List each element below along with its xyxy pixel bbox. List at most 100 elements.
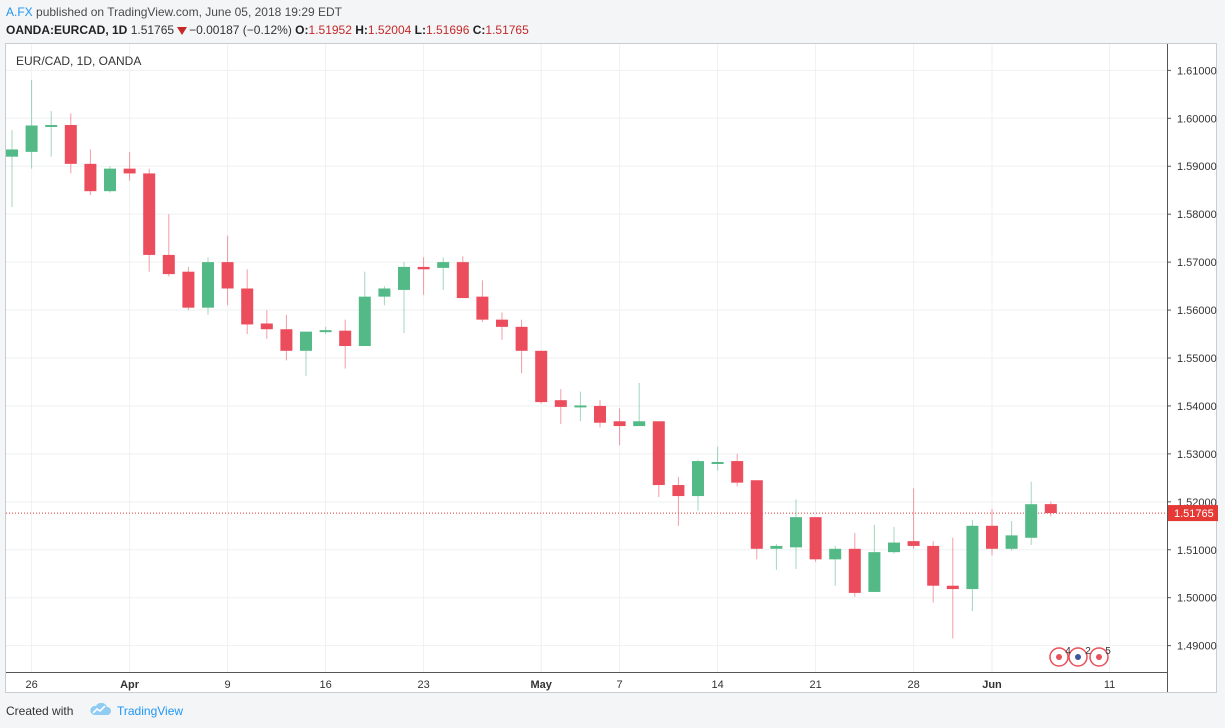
y-tick-label: 1.61000	[1177, 65, 1217, 77]
candle-body-down	[476, 296, 489, 320]
y-tick-label: 1.49000	[1177, 641, 1217, 653]
y-tick-label: 1.50000	[1177, 593, 1217, 605]
candle-body-up	[711, 461, 724, 464]
candle-body-down	[554, 400, 567, 407]
y-tick-label: 1.55000	[1177, 353, 1217, 365]
candle-body-down	[927, 545, 940, 586]
y-tick-label: 1.58000	[1177, 209, 1217, 221]
candle-body-up	[378, 288, 391, 297]
event-marker-icon	[1068, 647, 1088, 667]
chart-title: EUR/CAD, 1D, OANDA	[16, 54, 142, 68]
tradingview-brand-link[interactable]: TradingView	[117, 704, 184, 718]
event-count-label: 4	[1065, 646, 1071, 657]
candle-body-down	[946, 585, 959, 590]
candle-body-up	[25, 125, 38, 152]
candle-body-up	[45, 124, 58, 127]
y-tick-label: 1.59000	[1177, 161, 1217, 173]
candle-body-down	[260, 323, 273, 330]
candle-body-down	[182, 271, 195, 308]
candle-body-down	[84, 163, 97, 192]
open-value: 1.51952	[308, 23, 352, 37]
symbol-ohlc-row: OANDA:EURCAD, 1D 1.51765 −0.00187 (−0.12%…	[6, 23, 529, 37]
candle-body-down	[613, 421, 626, 427]
x-tick-label: May	[530, 679, 552, 691]
candle-body-up	[6, 149, 18, 157]
x-tick-label: 7	[617, 679, 623, 691]
candle-body-down	[848, 548, 861, 593]
candle-body-up	[633, 421, 646, 427]
candle-body-up	[790, 517, 802, 548]
candle-body-down	[456, 262, 469, 299]
candle-body-up	[398, 266, 410, 290]
candle-body-up	[692, 461, 704, 497]
y-tick-label: 1.60000	[1177, 113, 1217, 125]
tradingview-cloud-icon	[90, 702, 111, 715]
candle-body-up	[829, 548, 842, 560]
publish-info: A.FX published on TradingView.com, June …	[6, 5, 342, 19]
y-tick-label: 1.53000	[1177, 449, 1217, 461]
candle-body-down	[986, 525, 998, 549]
candle-body-up	[358, 296, 371, 347]
symbol-name: OANDA:EURCAD, 1D	[6, 23, 128, 37]
candle-body-up	[574, 405, 587, 408]
candle-body-down	[143, 173, 156, 255]
candle-body-down	[496, 319, 508, 327]
candle-body-up	[104, 168, 116, 192]
event-flag-icon	[1096, 654, 1102, 660]
candle-body-down	[907, 541, 920, 546]
candle-body-down	[339, 330, 352, 347]
low-label: L:	[414, 23, 426, 37]
candle-body-up	[770, 545, 783, 549]
candle-body-up	[437, 262, 450, 268]
last-price: 1.51765	[130, 23, 175, 37]
x-tick-label: 21	[809, 679, 821, 691]
x-tick-label: Jun	[982, 679, 1002, 691]
candle-body-up	[202, 262, 214, 308]
x-tick-label: 9	[225, 679, 231, 691]
x-tick-label: 23	[417, 679, 429, 691]
chart-header: A.FX published on TradingView.com, June …	[0, 0, 1225, 42]
y-tick-label: 1.57000	[1177, 257, 1217, 269]
candle-body-down	[515, 326, 528, 351]
event-marker-icon	[1049, 647, 1069, 667]
close-value: 1.51765	[485, 23, 529, 37]
candle-body-down	[280, 329, 293, 351]
event-flag-icon	[1075, 654, 1081, 660]
author-link[interactable]: A.FX	[6, 5, 33, 19]
y-tick-label: 1.56000	[1177, 305, 1217, 317]
candle-body-up	[1025, 504, 1038, 538]
open-label: O:	[295, 23, 309, 37]
candle-body-down	[594, 405, 606, 423]
footer: Created with TradingView	[0, 696, 1225, 728]
candle-body-down	[750, 480, 763, 549]
x-tick-label: 16	[319, 679, 331, 691]
event-count-label: 2	[1085, 646, 1091, 657]
x-tick-label: 26	[25, 679, 37, 691]
price-change: −0.00187 (−0.12%)	[189, 23, 292, 37]
candle-body-down	[731, 461, 744, 483]
x-tick-label: 28	[907, 679, 919, 691]
high-value: 1.52004	[367, 23, 412, 37]
x-tick-label: 11	[1104, 679, 1115, 691]
current-price-tag	[1168, 505, 1218, 522]
candle-body-down	[417, 266, 430, 270]
y-tick-label: 1.51000	[1177, 545, 1217, 557]
event-marker-icon	[1089, 647, 1109, 667]
event-count-label: 5	[1105, 646, 1111, 657]
published-text: published on TradingView.com, June 05, 2…	[36, 5, 342, 19]
candle-body-down	[535, 350, 548, 403]
candle-body-up	[319, 330, 332, 333]
candle-body-up	[1005, 535, 1018, 549]
candle-body-down	[162, 254, 175, 275]
low-value: 1.51696	[425, 23, 470, 37]
chart-frame	[5, 43, 1217, 693]
down-triangle-icon	[177, 27, 188, 35]
y-tick-label: 1.54000	[1177, 401, 1217, 413]
candle-body-down	[64, 125, 77, 164]
candle-body-up	[966, 525, 979, 590]
candle-body-down	[123, 168, 136, 174]
candle-body-up	[888, 542, 900, 553]
x-tick-label: 14	[711, 679, 723, 691]
candle-body-down	[652, 421, 665, 486]
